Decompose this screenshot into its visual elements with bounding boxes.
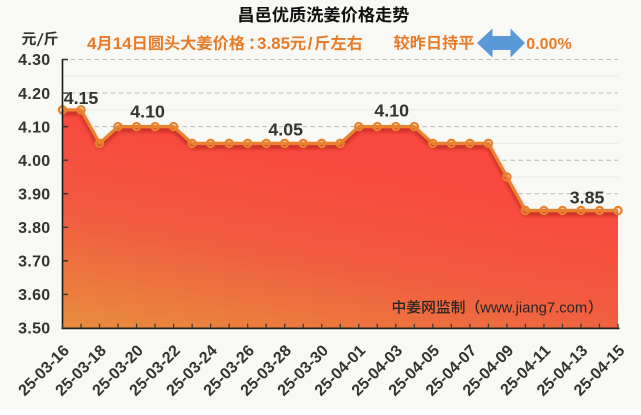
svg-text:3.70: 3.70: [18, 254, 50, 271]
svg-text:4.30: 4.30: [18, 52, 50, 69]
svg-text:4.05: 4.05: [268, 120, 303, 140]
svg-text:www.jiang7.com: www.jiang7.com: [479, 301, 587, 317]
svg-text:4.10: 4.10: [374, 100, 409, 120]
svg-text:4.10: 4.10: [18, 119, 50, 136]
svg-text:3.85: 3.85: [570, 187, 605, 207]
svg-text:3.90: 3.90: [18, 186, 50, 203]
svg-text:4.00: 4.00: [18, 153, 50, 170]
svg-text:3.80: 3.80: [18, 220, 50, 237]
svg-text:0.00%: 0.00%: [526, 36, 571, 53]
svg-text:3.60: 3.60: [18, 287, 50, 304]
svg-text:4.10: 4.10: [130, 101, 165, 121]
svg-text:4.15: 4.15: [64, 88, 99, 108]
svg-text:4.20: 4.20: [18, 86, 50, 103]
svg-text:3.50: 3.50: [18, 321, 50, 338]
svg-text:14: 14: [113, 34, 132, 53]
svg-text:3.85: 3.85: [257, 34, 290, 53]
svg-text:4: 4: [87, 34, 97, 53]
svg-text:/: /: [308, 34, 313, 53]
